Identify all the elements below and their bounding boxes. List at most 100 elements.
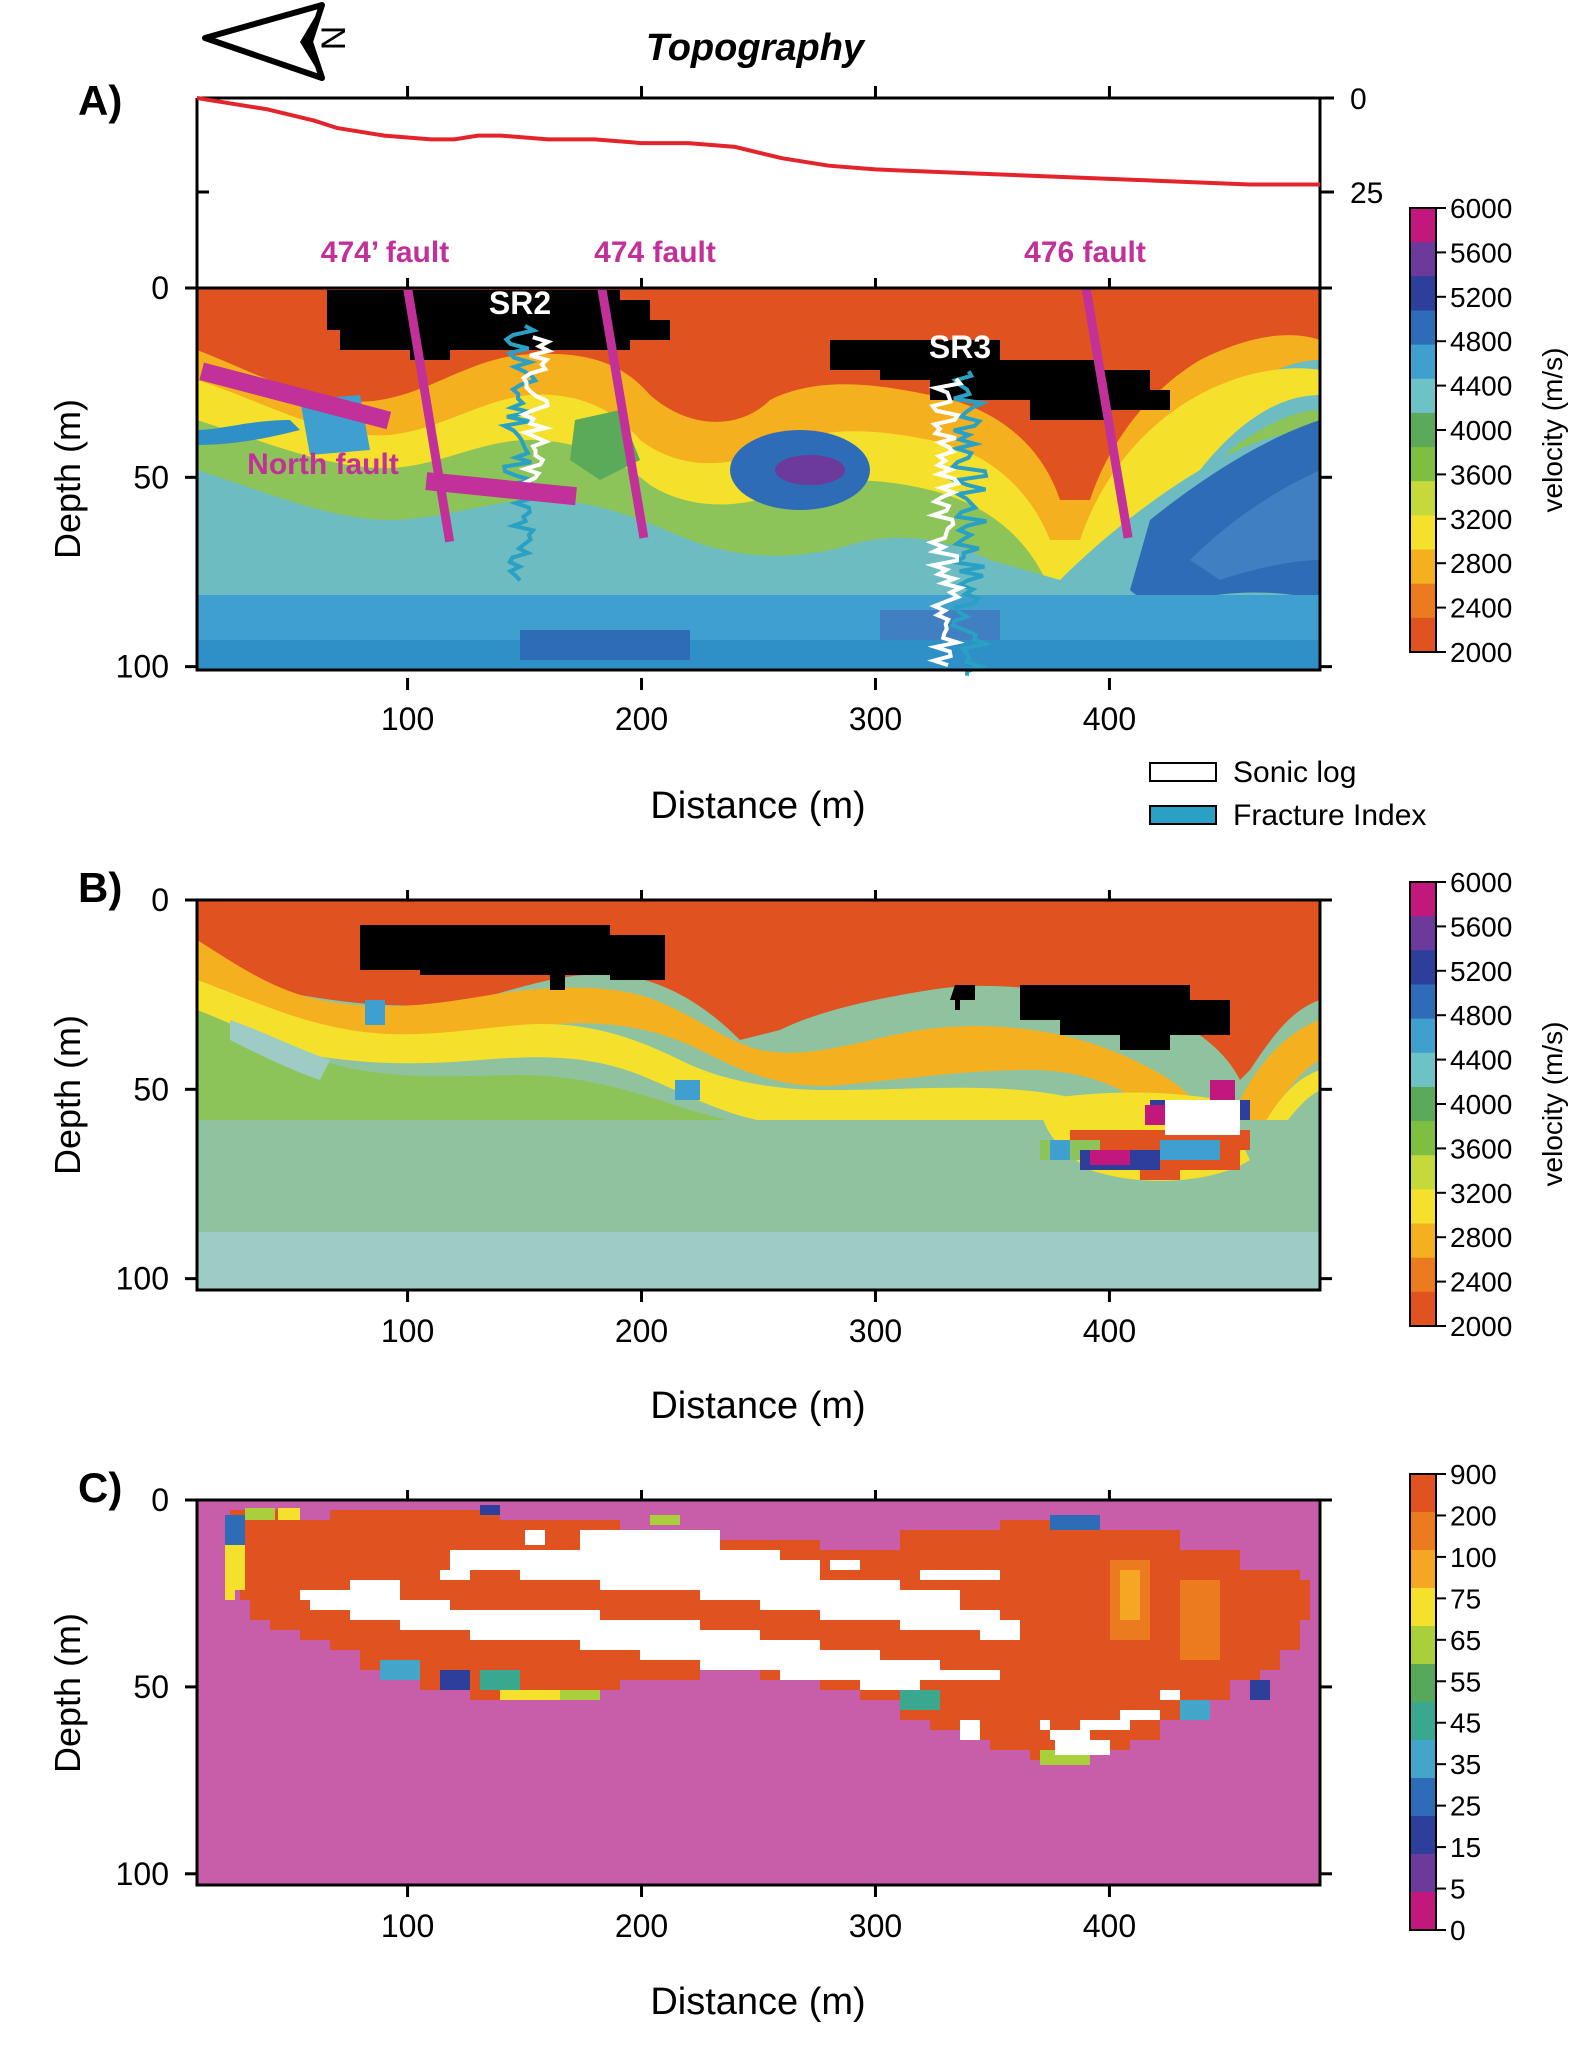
y-tick-label: 50 bbox=[133, 1071, 169, 1107]
colorbar-tick-label: 5600 bbox=[1450, 237, 1512, 268]
colorbar-swatch bbox=[1410, 1223, 1436, 1259]
x-tick-label: 200 bbox=[615, 1313, 668, 1349]
panel-c-xlabel: Distance (m) bbox=[650, 1981, 865, 2023]
panel-a-axes: 100 200 300 400 0 50 100 bbox=[116, 270, 1332, 737]
colorbar-swatch bbox=[1410, 1854, 1436, 1893]
colorbar-swatch bbox=[1410, 1291, 1436, 1327]
panel-b-label: B) bbox=[78, 864, 122, 911]
y-tick-label: 100 bbox=[116, 1856, 169, 1892]
colorbar-tick-label: 4400 bbox=[1450, 371, 1512, 402]
topography-title: Topography bbox=[646, 27, 866, 69]
x-tick-label: 300 bbox=[849, 701, 902, 737]
legend-swatch-fracture-index bbox=[1149, 805, 1217, 825]
colorbar-swatch bbox=[1410, 242, 1436, 277]
y-tick-label: 0 bbox=[151, 270, 169, 306]
y-tick-label: 0 bbox=[151, 882, 169, 918]
colorbar-tick-label: 6000 bbox=[1450, 867, 1512, 898]
colorbar-swatch bbox=[1410, 1740, 1436, 1779]
velocity-colorbar-a: 6000 5600 5200 4800 4400 4000 3600 3200 2800 2400… bbox=[1409, 193, 1568, 668]
colorbar-tick-label: 15 bbox=[1450, 1832, 1481, 1863]
y-tick-label: 50 bbox=[133, 459, 169, 495]
colorbar-swatch bbox=[1410, 1474, 1436, 1513]
density-colorbar-c: 900 200 100 75 65 55 45 35 25 15 5 0 bbox=[1409, 1459, 1497, 1946]
colorbar-tick-label: 2800 bbox=[1450, 548, 1512, 579]
colorbar-swatch bbox=[1410, 1086, 1436, 1122]
colorbar-swatch bbox=[1410, 1121, 1436, 1156]
x-tick-label: 300 bbox=[849, 1313, 902, 1349]
y-tick-label: 50 bbox=[133, 1669, 169, 1705]
colorbar-swatch bbox=[1410, 1512, 1436, 1551]
fault-line bbox=[199, 362, 392, 430]
topography-panel: Topography A) 0 25 bbox=[78, 27, 1383, 288]
colorbar-tick-label: 25 bbox=[1450, 1791, 1481, 1822]
panel-b-axes: 100 200 300 400 0 50 100 bbox=[116, 882, 1332, 1349]
colorbar-swatch bbox=[1410, 447, 1436, 482]
colorbar-swatch bbox=[1410, 378, 1436, 414]
colorbar-swatch bbox=[1410, 984, 1436, 1020]
colorbar-tick-label: 4400 bbox=[1450, 1045, 1512, 1076]
colorbar-tick-label: 55 bbox=[1450, 1666, 1481, 1697]
well-log-trace bbox=[497, 324, 540, 582]
colorbar-tick-label: 4000 bbox=[1450, 415, 1512, 446]
colorbar-swatch bbox=[1410, 481, 1436, 516]
x-tick-label: 400 bbox=[1083, 1908, 1136, 1944]
colorbar-tick-label: 900 bbox=[1450, 1459, 1497, 1490]
topography-right-ticks: 0 25 bbox=[1320, 83, 1383, 210]
velocity-colorbar-b: 6000 5600 5200 4800 4400 4000 3600 3200 2800 2400… bbox=[1409, 867, 1568, 1342]
colorbar-swatch bbox=[1410, 1588, 1436, 1627]
panel-b: B) 100 200 300 400 bbox=[47, 864, 1332, 1427]
colorbar-swatch bbox=[1410, 276, 1436, 311]
panel-c: C) bbox=[47, 1464, 1332, 2023]
x-tick-label: 100 bbox=[381, 1313, 434, 1349]
fault-line bbox=[403, 287, 455, 543]
colorbar-tick-label: 4800 bbox=[1450, 1000, 1512, 1031]
panel-c-heatmap bbox=[225, 1505, 1310, 1765]
well-log-trace bbox=[924, 377, 967, 668]
north-label: N bbox=[315, 26, 353, 51]
x-tick-label: 200 bbox=[615, 701, 668, 737]
fault-label-474-prime: 474’ fault bbox=[321, 236, 449, 269]
x-tick-label: 100 bbox=[381, 701, 434, 737]
fault-line bbox=[425, 472, 577, 506]
colorbar-tick-label: 45 bbox=[1450, 1708, 1481, 1739]
colorbar-tick-label: 5 bbox=[1450, 1874, 1466, 1905]
well-log-trace bbox=[518, 335, 555, 493]
fault-line bbox=[1081, 287, 1133, 539]
panel-b-heatmap bbox=[197, 900, 1320, 1290]
panel-a: 100 200 300 400 0 50 100 SR2 SR3 474’ fault 47… bbox=[47, 236, 1426, 832]
colorbar-tick-label: 5200 bbox=[1450, 956, 1512, 987]
colorbar-label: velocity (m/s) bbox=[1537, 348, 1568, 513]
panel-b-ylabel: Depth (m) bbox=[47, 1015, 88, 1175]
colorbar-swatch bbox=[1410, 1018, 1436, 1054]
panel-a-ylabel: Depth (m) bbox=[47, 399, 88, 559]
panel-c-ylabel: Depth (m) bbox=[47, 1613, 88, 1773]
colorbar-swatch bbox=[1410, 412, 1436, 448]
colorbar-tick-label: 35 bbox=[1450, 1749, 1481, 1780]
colorbar-tick-label: 4800 bbox=[1450, 326, 1512, 357]
colorbar-swatch bbox=[1410, 1778, 1436, 1817]
colorbar-swatch bbox=[1410, 1702, 1436, 1741]
panel-a-faults bbox=[199, 287, 1133, 543]
fault-label-476: 476 fault bbox=[1024, 236, 1146, 269]
colorbar-swatch bbox=[1410, 515, 1436, 551]
colorbar-tick-label: 75 bbox=[1450, 1583, 1481, 1614]
colorbar-swatch bbox=[1410, 208, 1436, 243]
colorbar-tick-label: 6000 bbox=[1450, 193, 1512, 224]
x-tick-label: 200 bbox=[615, 1908, 668, 1944]
topography-right-tick-label: 25 bbox=[1350, 177, 1383, 210]
panel-a-well-logs bbox=[497, 324, 993, 676]
colorbar-swatch bbox=[1410, 1816, 1436, 1855]
colorbar-tick-label: 5600 bbox=[1450, 911, 1512, 942]
borehole-label-sr2: SR2 bbox=[489, 285, 551, 321]
x-tick-label: 400 bbox=[1083, 1313, 1136, 1349]
panel-a-legend: Sonic log Fracture Index bbox=[1149, 756, 1426, 832]
colorbar-swatch bbox=[1410, 617, 1436, 653]
colorbar-swatch bbox=[1410, 1892, 1436, 1931]
well-log-trace bbox=[946, 370, 993, 676]
borehole-label-sr3: SR3 bbox=[929, 329, 991, 365]
panel-c-label: C) bbox=[78, 1464, 122, 1511]
colorbar-swatch bbox=[1410, 1626, 1436, 1665]
panel-a-xlabel: Distance (m) bbox=[650, 785, 865, 827]
colorbar-swatch bbox=[1410, 1664, 1436, 1703]
